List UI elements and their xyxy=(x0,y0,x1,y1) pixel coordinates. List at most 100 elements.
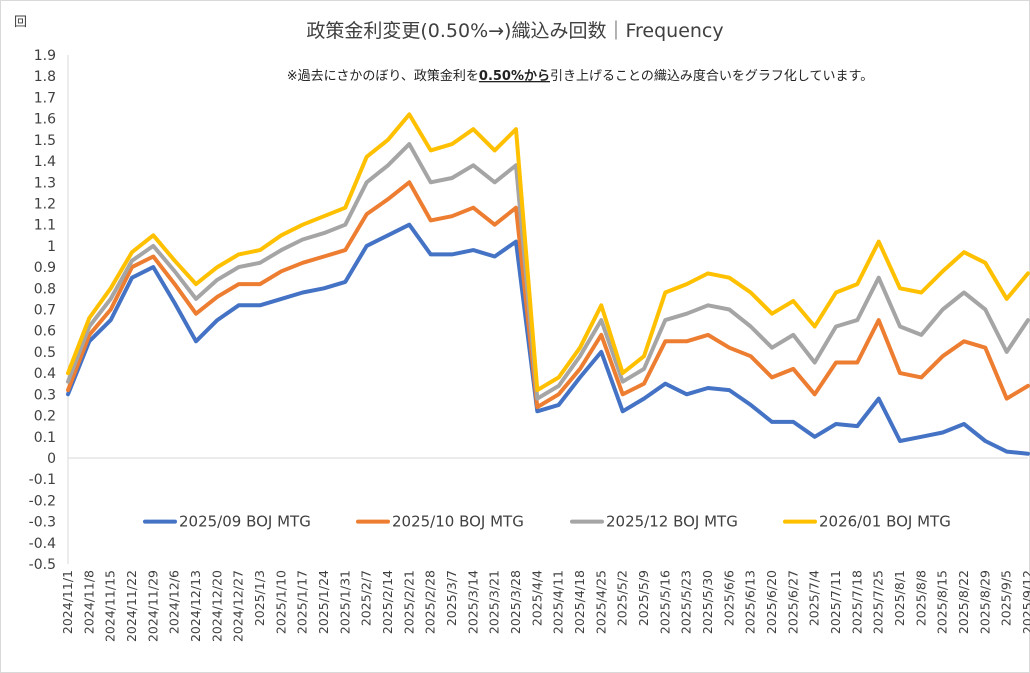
y-tick-label: 0.3 xyxy=(34,387,56,403)
data-point xyxy=(87,325,91,328)
data-point xyxy=(770,375,774,379)
data-point xyxy=(578,367,582,371)
data-point xyxy=(642,382,646,386)
y-tick-label: 0.8 xyxy=(34,281,56,297)
data-point xyxy=(663,291,667,294)
data-point xyxy=(471,206,475,210)
data-point xyxy=(429,252,433,256)
data-point xyxy=(237,303,241,307)
data-point xyxy=(237,282,241,286)
data-point xyxy=(130,250,134,254)
data-point xyxy=(962,422,966,426)
data-point xyxy=(237,265,241,269)
x-tick-label: 2025/7/4 xyxy=(807,570,822,626)
x-axis-ticks: 2024/11/1 2024/11/8 2024/11/15 2024/11/22 20… xyxy=(60,570,1030,642)
data-point xyxy=(343,223,347,227)
data-point xyxy=(237,252,241,256)
data-point xyxy=(855,318,859,322)
x-tick-label: 2024/11/22 xyxy=(124,570,139,642)
data-point xyxy=(365,212,369,216)
data-point xyxy=(215,318,219,322)
data-point xyxy=(450,252,454,256)
data-point xyxy=(749,354,753,358)
data-point xyxy=(173,282,177,286)
data-point xyxy=(685,312,689,316)
data-point xyxy=(749,403,753,407)
data-point xyxy=(535,405,539,409)
data-point xyxy=(194,339,198,343)
data-point xyxy=(749,325,753,328)
y-tick-label: 0.7 xyxy=(34,303,56,319)
y-tick-label: 0.9 xyxy=(34,260,56,276)
data-point xyxy=(301,291,305,294)
data-point xyxy=(429,218,433,222)
data-point xyxy=(322,214,326,218)
data-point xyxy=(343,280,347,284)
data-point xyxy=(621,380,625,384)
data-point xyxy=(365,155,369,159)
data-point xyxy=(365,180,369,184)
data-point xyxy=(151,244,155,248)
data-point xyxy=(322,255,326,258)
data-point xyxy=(1026,318,1030,322)
data-point xyxy=(493,255,497,258)
data-point xyxy=(621,392,625,396)
data-point xyxy=(578,346,582,350)
x-tick-label: 2025/8/15 xyxy=(935,570,950,634)
data-point xyxy=(727,308,731,311)
data-point xyxy=(279,297,283,301)
data-point xyxy=(855,282,859,286)
x-tick-label: 2025/9/5 xyxy=(999,570,1014,626)
data-point xyxy=(962,339,966,343)
data-point xyxy=(898,371,902,375)
data-point xyxy=(322,231,326,235)
x-tick-label: 2025/6/20 xyxy=(764,570,779,634)
data-point xyxy=(173,301,177,305)
data-point xyxy=(343,206,347,210)
data-point xyxy=(727,276,731,280)
x-tick-label: 2024/12/27 xyxy=(231,570,246,642)
data-point xyxy=(194,282,198,286)
data-point xyxy=(685,392,689,396)
x-tick-label: 2024/12/6 xyxy=(167,570,182,634)
data-point xyxy=(514,127,518,131)
x-tick-label: 2025/1/31 xyxy=(337,570,352,634)
data-point xyxy=(258,282,262,286)
data-point xyxy=(557,375,561,379)
data-point xyxy=(941,308,945,311)
data-point xyxy=(1005,450,1009,454)
data-point xyxy=(514,206,518,210)
y-tick-label: -0.2 xyxy=(29,493,56,509)
data-point xyxy=(258,303,262,307)
data-point xyxy=(450,142,454,146)
x-tick-label: 2025/8/1 xyxy=(892,570,907,626)
y-tick-label: 1.4 xyxy=(34,154,56,170)
legend: 2025/09 BOJ MTG 2025/10 BOJ MTG 2025/12 BO… xyxy=(143,513,951,531)
data-point xyxy=(599,350,603,354)
data-point xyxy=(770,312,774,316)
data-point xyxy=(834,325,838,328)
x-tick-label: 2025/1/17 xyxy=(295,570,310,634)
chart-note-prefix: ※過去にさかのぼり、政策金利を xyxy=(287,68,479,84)
data-point xyxy=(1005,297,1009,301)
data-point xyxy=(386,197,390,201)
data-point xyxy=(407,112,411,116)
x-tick-label: 2025/9/12 xyxy=(1020,570,1030,634)
chart-title: 政策金利変更(0.50%→)織込み回数｜Frequency xyxy=(306,20,723,42)
data-point xyxy=(109,286,113,290)
data-point xyxy=(386,163,390,167)
data-point xyxy=(66,392,70,396)
x-tick-label: 2025/5/30 xyxy=(700,570,715,634)
data-point xyxy=(471,163,475,167)
data-point xyxy=(706,303,710,307)
data-point xyxy=(557,403,561,407)
y-tick-label: 1.6 xyxy=(34,112,56,128)
data-point xyxy=(578,354,582,358)
data-point xyxy=(173,269,177,273)
y-tick-label: 1.9 xyxy=(34,48,56,64)
x-tick-label: 2025/1/10 xyxy=(273,570,288,634)
data-point xyxy=(983,346,987,350)
x-tick-label: 2025/2/7 xyxy=(359,570,374,626)
data-point xyxy=(919,375,923,379)
